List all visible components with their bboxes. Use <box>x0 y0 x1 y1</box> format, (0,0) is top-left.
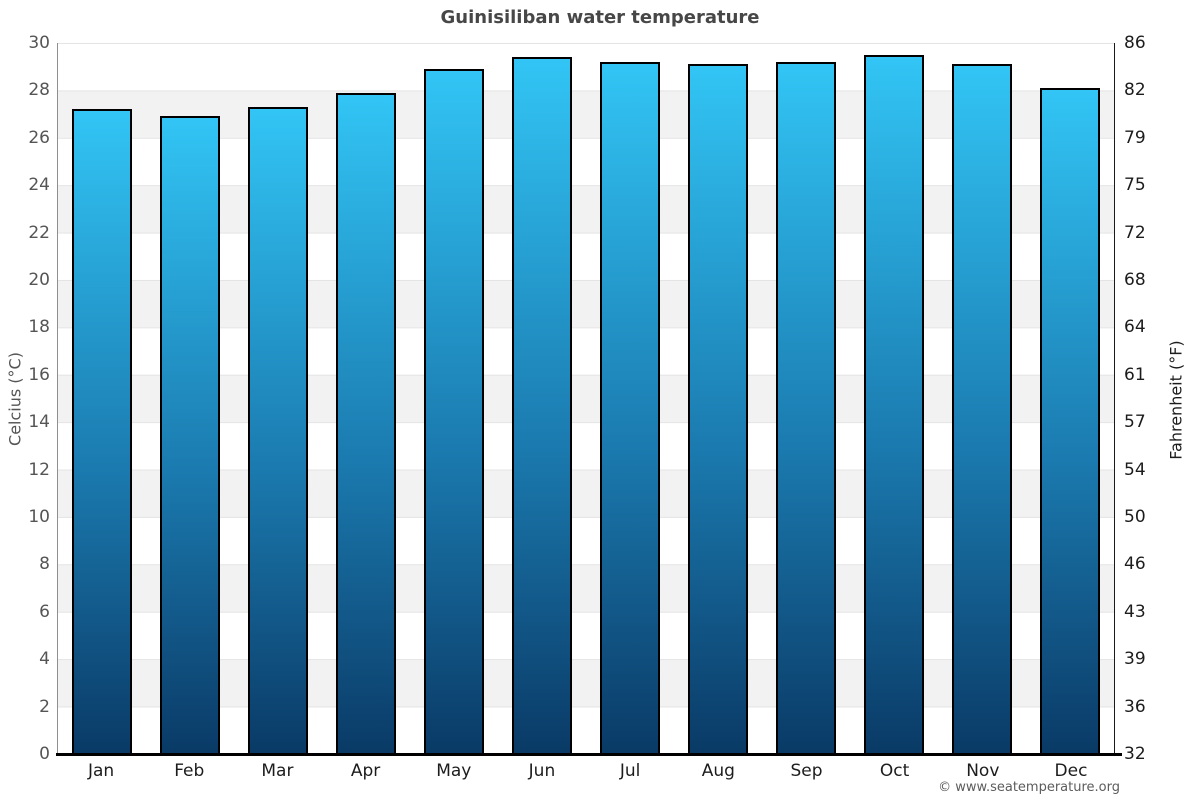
y-tick-c-2: 2 <box>39 696 50 717</box>
x-tick-jun: Jun <box>528 761 556 781</box>
x-tick-aug: Aug <box>701 761 735 781</box>
y-tick-c-28: 28 <box>28 80 50 101</box>
bar-slot-dec <box>1026 43 1114 754</box>
x-tick-sep: Sep <box>790 761 823 781</box>
y-tick-f-68: 68 <box>1124 270 1146 290</box>
y-axis-ticks-celsius: 30 28 26 24 22 20 18 16 14 12 10 8 6 4 2 0 <box>0 33 50 764</box>
bar-may <box>423 69 485 754</box>
bar-aug <box>687 64 749 754</box>
x-tick-nov: Nov <box>966 761 1000 781</box>
bar-slot-nov <box>938 43 1026 754</box>
bar-nov <box>951 64 1013 754</box>
y-tick-f-39: 39 <box>1124 649 1146 670</box>
y-tick-f-64: 64 <box>1124 317 1146 338</box>
y-tick-f-57: 57 <box>1124 412 1146 433</box>
y-tick-c-30: 30 <box>28 33 50 53</box>
y-tick-f-50: 50 <box>1124 507 1146 527</box>
bar-slot-jun <box>498 43 586 754</box>
bar-feb <box>159 116 221 754</box>
x-tick-oct: Oct <box>879 761 910 781</box>
bar-jan <box>71 109 133 754</box>
bar-slot-may <box>410 43 498 754</box>
y-tick-c-14: 14 <box>28 412 50 433</box>
y-tick-c-20: 20 <box>28 270 50 290</box>
bar-dec <box>1039 88 1101 754</box>
bar-slot-feb <box>146 43 234 754</box>
y-tick-c-6: 6 <box>39 601 50 622</box>
y-tick-f-54: 54 <box>1124 459 1146 480</box>
x-axis-ticks-months: Jan Feb Mar Apr May Jun Jul Aug Sep Oct Nov Dec <box>57 761 1115 781</box>
x-tick-mar: Mar <box>261 761 294 781</box>
x-tick-may: May <box>436 761 472 781</box>
bar-slot-mar <box>234 43 322 754</box>
bar-slot-jul <box>586 43 674 754</box>
x-tick-jan: Jan <box>87 761 115 781</box>
chart-title: Guinisiliban water temperature <box>440 7 760 28</box>
bars-container <box>58 43 1114 754</box>
plot-area <box>57 43 1115 754</box>
y-tick-c-4: 4 <box>39 649 50 670</box>
x-tick-jul: Jul <box>619 761 641 781</box>
bar-mar <box>247 107 309 754</box>
bar-jul <box>599 61 661 754</box>
bar-slot-aug <box>674 43 762 754</box>
x-axis-line <box>56 753 1122 756</box>
y-tick-c-8: 8 <box>39 554 50 575</box>
x-tick-feb: Feb <box>174 761 205 781</box>
y-tick-c-22: 22 <box>28 222 50 243</box>
bar-slot-sep <box>762 43 850 754</box>
y-tick-f-82: 82 <box>1124 80 1146 101</box>
bar-slot-jan <box>58 43 146 754</box>
y-tick-c-16: 16 <box>28 364 50 385</box>
bar-jun <box>511 57 573 754</box>
bar-oct <box>863 54 925 754</box>
y-tick-c-0: 0 <box>39 744 50 764</box>
y-tick-c-10: 10 <box>28 507 50 527</box>
y-tick-c-24: 24 <box>28 175 50 196</box>
y-tick-f-86: 86 <box>1124 33 1146 53</box>
y-tick-c-18: 18 <box>28 317 50 338</box>
y-axis-ticks-fahrenheit: 86 82 79 75 72 68 64 61 57 54 50 46 43 39 36 32 <box>1124 33 1184 764</box>
x-tick-apr: Apr <box>350 761 381 781</box>
y-tick-c-12: 12 <box>28 459 50 480</box>
attribution-text: © www.seatemperature.org <box>938 780 1120 795</box>
bar-slot-apr <box>322 43 410 754</box>
y-tick-f-61: 61 <box>1124 364 1146 385</box>
y-tick-f-75: 75 <box>1124 175 1146 196</box>
y-tick-f-32: 32 <box>1124 744 1146 764</box>
bar-slot-oct <box>850 43 938 754</box>
bar-sep <box>775 61 837 754</box>
y-tick-f-46: 46 <box>1124 554 1146 575</box>
y-tick-f-43: 43 <box>1124 601 1146 622</box>
x-tick-dec: Dec <box>1054 761 1088 781</box>
bar-apr <box>335 92 397 754</box>
y-tick-f-36: 36 <box>1124 696 1146 717</box>
y-tick-c-26: 26 <box>28 127 50 148</box>
y-tick-f-79: 79 <box>1124 127 1146 148</box>
y-tick-f-72: 72 <box>1124 222 1146 243</box>
